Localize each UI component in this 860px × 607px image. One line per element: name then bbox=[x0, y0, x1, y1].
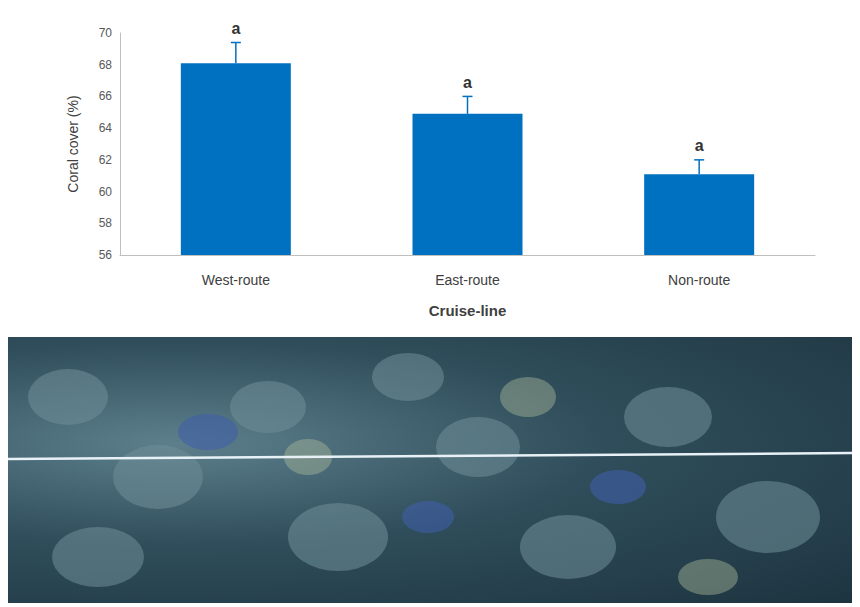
svg-text:68: 68 bbox=[99, 58, 113, 72]
svg-text:Non-route: Non-route bbox=[668, 272, 730, 288]
svg-text:64: 64 bbox=[99, 121, 113, 135]
svg-text:62: 62 bbox=[99, 153, 113, 167]
svg-text:60: 60 bbox=[99, 185, 113, 199]
svg-text:East-route: East-route bbox=[435, 272, 500, 288]
svg-text:Cruise-line: Cruise-line bbox=[429, 302, 507, 319]
svg-text:66: 66 bbox=[99, 89, 113, 103]
svg-text:56: 56 bbox=[99, 248, 113, 262]
svg-text:West-route: West-route bbox=[202, 272, 270, 288]
svg-text:Coral cover (%): Coral cover (%) bbox=[65, 95, 81, 192]
svg-text:58: 58 bbox=[99, 216, 113, 230]
svg-text:a: a bbox=[231, 20, 240, 37]
svg-text:a: a bbox=[695, 137, 704, 154]
svg-text:a: a bbox=[463, 74, 472, 91]
svg-text:70: 70 bbox=[99, 26, 113, 40]
